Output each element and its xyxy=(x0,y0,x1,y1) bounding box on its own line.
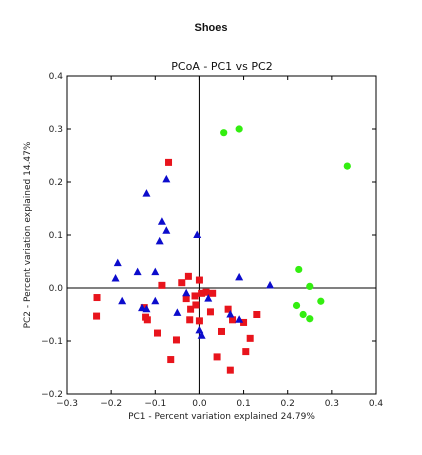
triangle-point xyxy=(182,288,191,297)
triangle-point xyxy=(142,189,151,197)
y-tick-label: 0.3 xyxy=(49,125,63,135)
triangle-point xyxy=(155,236,164,245)
triangle-point xyxy=(162,174,171,183)
y-axis-label: PC2 - Percent variation explained 14.47% xyxy=(23,141,33,328)
triangle-point xyxy=(197,331,206,339)
square-point xyxy=(93,294,101,302)
y-tick-label: −0.2 xyxy=(41,390,63,400)
figure-title: Shoes xyxy=(194,22,228,34)
circle-point xyxy=(343,162,351,170)
x-tick-label: 0.1 xyxy=(236,399,250,409)
circle-point xyxy=(306,315,314,323)
x-tick-label: 0.0 xyxy=(192,399,207,409)
square-point xyxy=(153,329,161,337)
triangle-point xyxy=(111,273,120,282)
triangle-point xyxy=(133,267,142,276)
square-point xyxy=(206,308,214,316)
reference-lines xyxy=(67,76,376,394)
triangle-point xyxy=(226,310,235,318)
square-point xyxy=(93,312,101,320)
triangle-point xyxy=(204,294,213,302)
triangle-point xyxy=(151,267,160,276)
square-point xyxy=(143,316,151,324)
square-point xyxy=(226,366,234,374)
square-point xyxy=(195,276,203,284)
square-point xyxy=(224,305,232,313)
circle-point xyxy=(299,310,307,319)
square-point xyxy=(213,353,221,361)
square-point xyxy=(246,334,254,342)
x-tick-label: 0.2 xyxy=(281,399,295,409)
square-point xyxy=(167,356,175,364)
square-point xyxy=(229,316,237,324)
square-point xyxy=(240,318,248,326)
square-point xyxy=(218,327,225,335)
x-tick-label: −0.1 xyxy=(144,399,166,409)
x-tick-label: −0.3 xyxy=(56,399,78,409)
circle-point xyxy=(292,301,301,310)
square-point xyxy=(186,316,194,324)
circle-point xyxy=(306,282,314,291)
square-point xyxy=(184,272,192,280)
square-point xyxy=(242,348,250,356)
square-point xyxy=(195,317,203,325)
y-tick-label: 0.1 xyxy=(49,231,63,241)
triangle-point xyxy=(266,280,275,289)
x-axis-ticks: −0.3 −0.2 −0.1 0.0 0.1 0.2 0.3 0.4 xyxy=(56,76,383,409)
plot-frame xyxy=(66,75,377,395)
y-axis-ticks: −0.2 −0.1 0.0 0.1 0.2 0.3 0.4 xyxy=(41,72,376,400)
triangle-point xyxy=(173,308,182,316)
circle-point xyxy=(220,129,228,137)
square-point xyxy=(140,304,148,312)
square-point xyxy=(182,295,190,303)
data-points xyxy=(93,125,351,374)
circle-point xyxy=(235,125,243,133)
y-tick-label: −0.1 xyxy=(41,337,63,347)
y-tick-label: 0.2 xyxy=(49,178,63,188)
triangle-point xyxy=(235,315,244,323)
x-tick-label: −0.2 xyxy=(100,399,122,409)
circle-point xyxy=(317,297,325,305)
triangle-point xyxy=(142,304,151,313)
triangle-point xyxy=(195,325,204,334)
y-tick-label: 0.0 xyxy=(49,284,64,294)
x-tick-label: 0.4 xyxy=(369,399,384,409)
y-tick-label: 0.4 xyxy=(49,72,64,82)
square-point xyxy=(158,281,166,289)
square-point xyxy=(172,336,180,344)
x-tick-label: 0.3 xyxy=(325,399,339,409)
square-point xyxy=(253,311,261,318)
triangle-point xyxy=(162,226,171,234)
square-point xyxy=(198,289,206,297)
circle-point xyxy=(295,265,303,274)
triangle-point xyxy=(113,258,122,267)
square-point xyxy=(202,288,210,296)
square-point xyxy=(191,292,199,300)
plot-title: PCoA - PC1 vs PC2 xyxy=(171,60,272,73)
triangle-point xyxy=(235,272,244,281)
square-point xyxy=(187,305,195,313)
triangle-point xyxy=(118,296,127,305)
triangle-point xyxy=(157,217,166,225)
square-point xyxy=(178,279,186,287)
triangle-point xyxy=(151,296,160,305)
x-axis-label: PC1 - Percent variation explained 24.79% xyxy=(128,412,315,422)
square-point xyxy=(192,301,200,309)
square-point xyxy=(209,289,217,297)
triangle-point xyxy=(193,230,202,238)
square-point xyxy=(165,158,173,166)
